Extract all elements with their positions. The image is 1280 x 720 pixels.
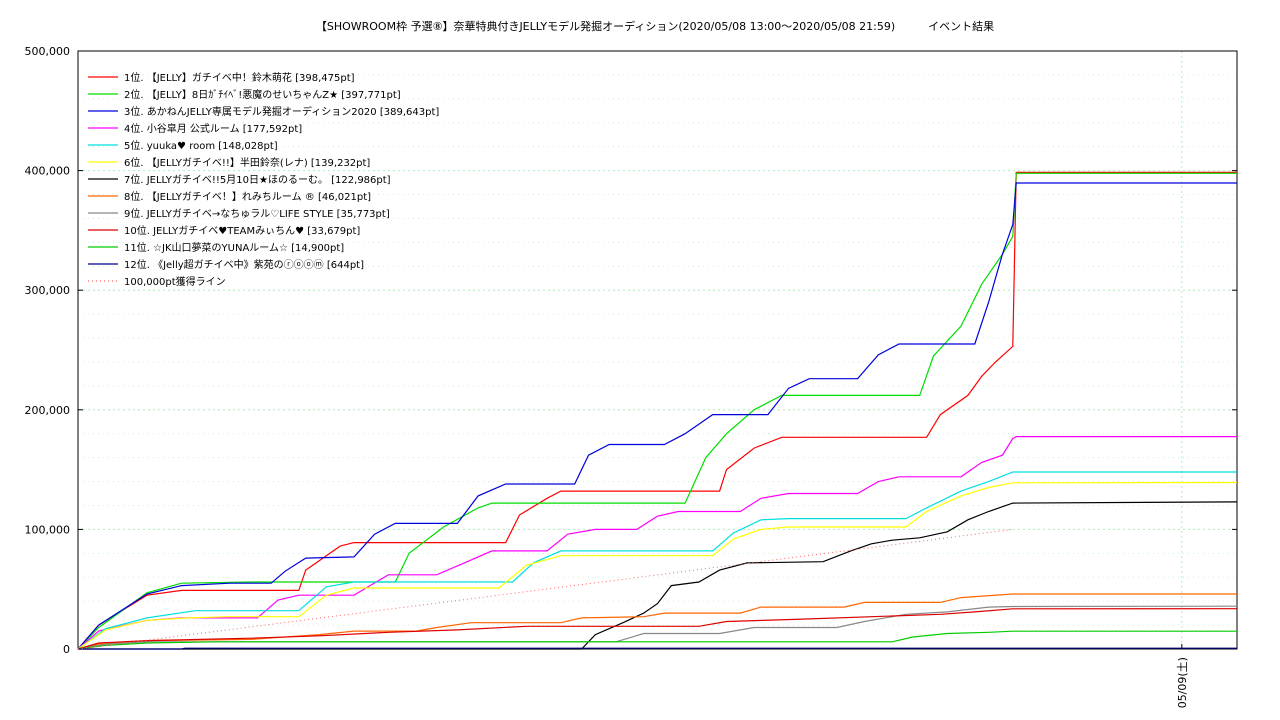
series-line-3 (77, 182, 1237, 650)
legend-label-9: 9位. JELLYガチイベ→なちゅラル♡LIFE STYLE [35,773pt… (124, 207, 390, 220)
series-line-2 (77, 172, 1237, 650)
series-line-9 (77, 605, 1238, 650)
legend-label-2: 2位. 【JELLY】8日ｶﾞﾁｲﾍﾞ!悪魔のせいちゃんZ★ [397,771p… (124, 88, 401, 101)
x-axis: 05/09(土) (1176, 644, 1189, 708)
series-line-7 (78, 501, 1238, 650)
plot-area-border (77, 50, 1238, 650)
legend-label-6: 6位. 【JELLYガチイベ!!】半田鈴奈(レナ) [139,232pt] (124, 156, 370, 169)
series-line-11 (77, 630, 1237, 650)
series-line-12 (78, 647, 1237, 650)
chart-title: 【SHOWROOM枠 予選⑧】奈華特典付きJELLYモデル発掘オーディション(2… (316, 19, 994, 33)
legend-label-13: 100,000pt獲得ライン (124, 275, 226, 288)
series-line-4 (77, 436, 1237, 650)
y-tick-label: 100,000 (25, 523, 71, 536)
legend-label-4: 4位. 小谷皐月 公式ルーム [177,592pt] (124, 122, 302, 135)
y-tick-label: 500,000 (25, 45, 71, 58)
y-tick-label: 300,000 (25, 284, 71, 297)
legend-label-3: 3位. あかねんJELLY専属モデル発掘オーディション2020 [389,643… (124, 105, 439, 118)
series-line-5 (77, 471, 1237, 650)
y-tick-label: 400,000 (25, 165, 71, 178)
x-tick-label: 05/09(土) (1176, 657, 1189, 708)
legend: 1位. 【JELLY】ガチイベ中！鈴木萌花 [398,475pt] 2位. 【JE… (88, 71, 439, 288)
legend-label-10: 10位. JELLYガチイベ♥TEAMみぃちん♥ [33,679pt] (124, 224, 360, 237)
series-line-1 (77, 171, 1237, 650)
series-line-13 (77, 528, 1013, 650)
legend-label-1: 1位. 【JELLY】ガチイベ中！鈴木萌花 [398,475pt] (124, 71, 355, 84)
legend-label-11: 11位. ☆JK山口夢菜のYUNAルーム☆ [14,900pt] (124, 241, 344, 254)
y-tick-label: 200,000 (25, 404, 71, 417)
series-line-10 (77, 608, 1238, 650)
legend-label-5: 5位. yuuka♥ room [148,028pt] (124, 139, 278, 152)
series-line-6 (77, 481, 1238, 650)
legend-label-12: 12位. 《Jelly超ガチイベ中》紫苑のⓡⓞⓞⓜ [644pt] (124, 258, 364, 271)
y-tick-label: 0 (63, 643, 70, 656)
series-line-8 (77, 593, 1237, 650)
grid (78, 51, 1237, 649)
y-axis: 0 100,000 200,000 300,000 400,000 500,000 (25, 45, 1237, 656)
legend-label-7: 7位. JELLYガチイベ!!5月10日★ほのるーむ。 [122,986pt] (124, 173, 391, 186)
series-lines (77, 171, 1238, 650)
legend-label-8: 8位. 【JELLYガチイベ！】れみちルーム ® [46,021pt] (124, 190, 371, 203)
